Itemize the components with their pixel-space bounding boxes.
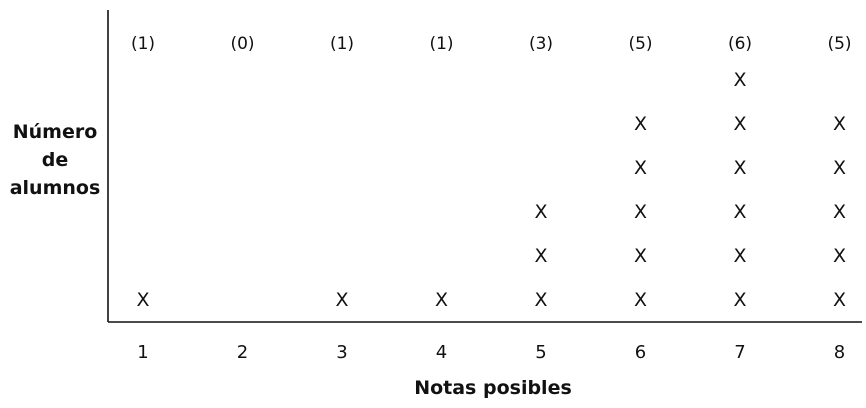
data-mark-6-3: X <box>634 201 647 223</box>
count-label-2: (0) <box>230 34 254 54</box>
data-mark-4-1: X <box>435 289 448 311</box>
x-tick-label-4: 4 <box>436 342 447 363</box>
count-labels: (1) (0) (1) (1) (3) (5) (6) (5) <box>131 34 852 54</box>
data-mark-7-6: X <box>733 69 746 91</box>
x-tick-labels: 1 2 3 4 5 6 7 8 <box>137 342 845 363</box>
x-tick-label-5: 5 <box>535 342 546 363</box>
data-mark-7-3: X <box>733 201 746 223</box>
x-axis-label: Notas posibles <box>414 377 572 399</box>
data-mark-6-5: X <box>634 113 647 135</box>
x-tick-label-3: 3 <box>336 342 347 363</box>
data-mark-3-1: X <box>335 289 348 311</box>
data-mark-5-3: X <box>534 201 547 223</box>
data-mark-6-4: X <box>634 157 647 179</box>
data-mark-6-1: X <box>634 289 647 311</box>
data-mark-8-4: X <box>833 157 846 179</box>
count-label-8: (5) <box>827 34 851 54</box>
count-label-3: (1) <box>330 34 354 54</box>
count-label-6: (5) <box>628 34 652 54</box>
y-axis-label-line-2: de <box>42 149 69 171</box>
x-tick-label-2: 2 <box>237 342 248 363</box>
data-mark-8-3: X <box>833 201 846 223</box>
data-mark-8-5: X <box>833 113 846 135</box>
data-mark-8-2: X <box>833 245 846 267</box>
x-tick-label-1: 1 <box>137 342 148 363</box>
count-label-7: (6) <box>728 34 752 54</box>
count-label-1: (1) <box>131 34 155 54</box>
x-tick-label-6: 6 <box>635 342 646 363</box>
data-mark-1-1: X <box>136 289 149 311</box>
data-mark-5-1: X <box>534 289 547 311</box>
count-label-4: (1) <box>429 34 453 54</box>
y-axis-label-line-1: Número <box>13 121 98 143</box>
data-mark-7-1: X <box>733 289 746 311</box>
data-mark-7-4: X <box>733 157 746 179</box>
count-label-5: (3) <box>529 34 553 54</box>
data-mark-7-2: X <box>733 245 746 267</box>
y-axis-label-line-3: alumnos <box>10 177 101 199</box>
data-mark-7-5: X <box>733 113 746 135</box>
data-mark-6-2: X <box>634 245 647 267</box>
x-tick-label-7: 7 <box>734 342 745 363</box>
x-tick-label-8: 8 <box>834 342 845 363</box>
data-mark-8-1: X <box>833 289 846 311</box>
data-mark-5-2: X <box>534 245 547 267</box>
